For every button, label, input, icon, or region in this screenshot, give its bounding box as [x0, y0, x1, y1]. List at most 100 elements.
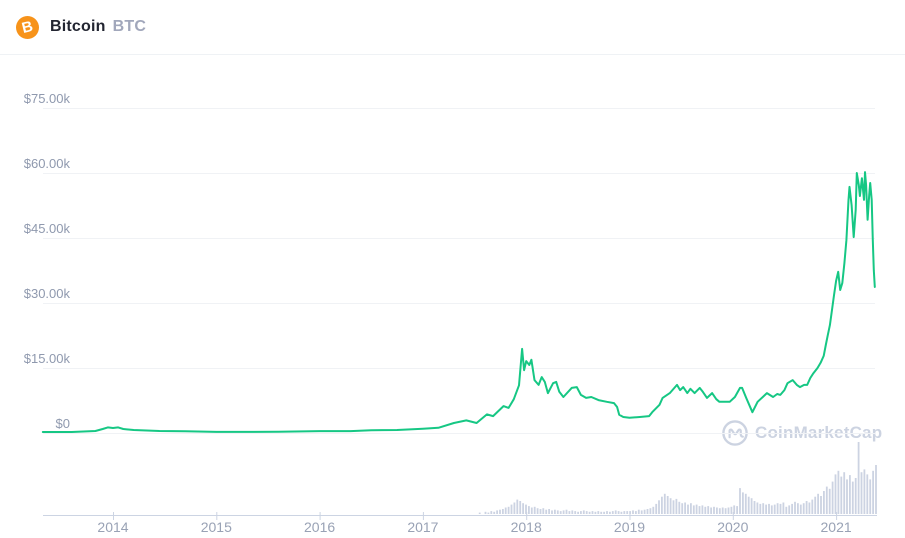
- volume-bar: [597, 511, 600, 514]
- volume-bar: [528, 506, 530, 514]
- volume-bar: [643, 509, 646, 514]
- volume-bar: [788, 505, 791, 514]
- volume-bar: [756, 502, 759, 514]
- volume-bar: [692, 505, 695, 514]
- volume-bar: [565, 509, 568, 514]
- volume-bar: [687, 504, 689, 514]
- y-axis-label: $30.00k: [23, 286, 70, 301]
- volume-bar: [507, 506, 510, 514]
- volume-bar: [666, 496, 669, 514]
- volume-bar: [591, 511, 594, 514]
- volume-bar: [652, 506, 655, 514]
- volume-bar: [487, 512, 490, 514]
- volume-bar: [649, 508, 652, 514]
- volume-bar: [513, 502, 516, 514]
- volume-bar: [542, 508, 545, 514]
- volume-bar: [519, 501, 522, 514]
- volume-bar: [484, 511, 487, 514]
- volume-bar: [837, 470, 840, 514]
- volume-bar: [776, 503, 779, 514]
- volume-bar: [854, 478, 857, 514]
- volume-bar: [753, 501, 756, 514]
- volume-bar: [724, 508, 727, 514]
- volume-bar: [747, 496, 750, 514]
- volume-bar: [606, 511, 608, 514]
- volume-bar: [805, 501, 808, 514]
- volume-bar: [733, 505, 736, 514]
- volume-bar: [872, 470, 874, 514]
- volume-bar: [585, 511, 588, 514]
- volume-bar: [744, 493, 747, 514]
- volume-bar: [869, 479, 872, 514]
- volume-bar: [797, 503, 799, 514]
- volume-bar: [704, 506, 707, 514]
- volume-bar: [823, 491, 825, 514]
- volume-bar: [713, 506, 715, 514]
- volume-bar: [556, 510, 559, 514]
- volume-bar: [504, 507, 507, 514]
- volume-bar: [580, 511, 582, 514]
- volume-bar: [571, 510, 574, 514]
- coin-name: Bitcoin: [50, 18, 106, 35]
- volume-bar: [611, 511, 614, 514]
- volume-bar: [661, 496, 663, 514]
- volume-bar: [843, 472, 846, 514]
- volume-bar: [516, 499, 519, 514]
- volume-bar: [582, 510, 585, 514]
- volume-bar: [799, 504, 802, 514]
- volume-bar: [825, 486, 828, 514]
- volume-bar: [574, 511, 577, 514]
- volume-bar: [588, 511, 591, 514]
- volume-bar: [768, 503, 770, 514]
- volume-bar: [530, 507, 533, 514]
- volume-bar: [525, 504, 527, 514]
- volume-bar: [551, 510, 553, 514]
- volume-bar: [716, 507, 718, 514]
- x-axis-label: 2019: [613, 519, 646, 535]
- coin-header: B Bitcoin BTC: [0, 0, 905, 55]
- volume-bar: [840, 476, 843, 514]
- volume-bar: [762, 503, 765, 514]
- x-axis-label: 2020: [717, 519, 749, 535]
- volume-bar: [736, 506, 738, 514]
- volume-bar: [510, 504, 513, 514]
- volume-bar: [727, 507, 730, 514]
- volume-bar: [779, 503, 782, 514]
- volume-bar: [828, 488, 831, 514]
- y-axis-label: $75.00k: [23, 91, 70, 106]
- volume-bar: [846, 479, 848, 514]
- volume-bar: [773, 504, 776, 514]
- volume-bar: [600, 511, 603, 514]
- volume-bar: [496, 510, 498, 514]
- volume-bar: [577, 511, 579, 514]
- x-axis-label: 2018: [510, 519, 542, 535]
- volume-bar: [545, 509, 548, 514]
- volume-bar: [629, 511, 631, 514]
- volume-bar: [658, 500, 660, 514]
- volume-bar: [533, 506, 536, 514]
- x-axis-label: 2016: [304, 519, 336, 535]
- volume-bar: [499, 509, 501, 514]
- x-axis-label: 2015: [200, 519, 232, 535]
- volume-bar: [739, 488, 741, 514]
- volume-bar: [814, 496, 817, 514]
- volume-bar: [614, 510, 617, 514]
- volume-bar: [857, 442, 860, 514]
- volume-bar: [834, 474, 837, 514]
- volume-bar: [646, 509, 649, 514]
- volume-bar: [626, 511, 629, 514]
- volume-bar: [478, 512, 481, 514]
- volume-bar: [617, 511, 620, 514]
- y-axis-label: $15.00k: [23, 351, 70, 366]
- bitcoin-b-glyph: B: [20, 17, 35, 37]
- volume-bar: [831, 481, 834, 514]
- volume-bar: [620, 511, 623, 514]
- volume-bar: [811, 499, 814, 514]
- volume-bar: [554, 509, 556, 514]
- volume-bar: [603, 511, 605, 514]
- volume-bar: [817, 493, 819, 514]
- volume-bar: [718, 508, 721, 514]
- volume-bar: [640, 510, 643, 514]
- volume-bar: [678, 501, 681, 514]
